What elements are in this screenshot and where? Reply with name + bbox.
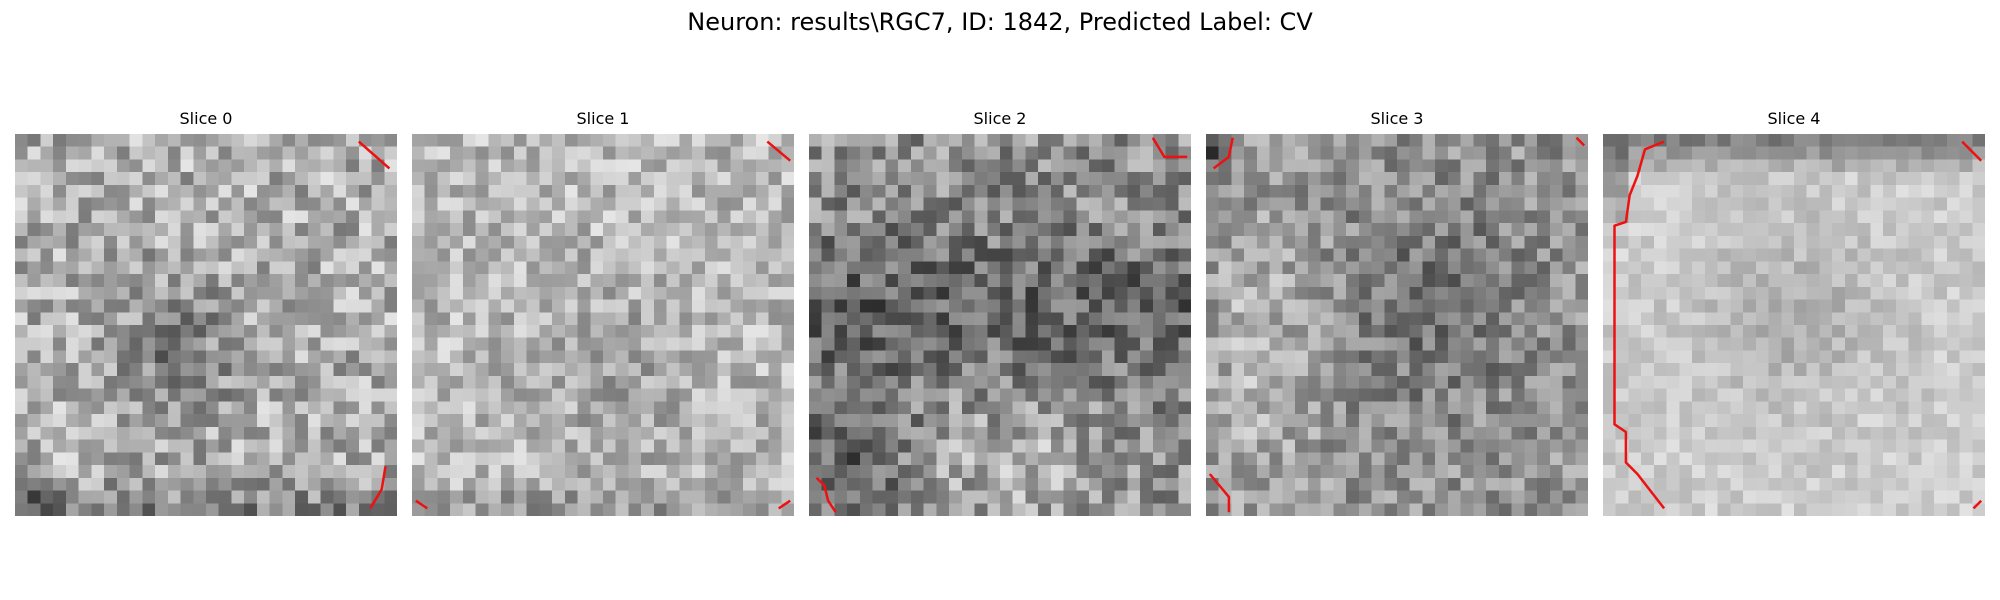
- contour-line: [1961, 140, 1983, 162]
- contour-line: [1575, 136, 1586, 147]
- slice-image-4: [1603, 134, 1985, 516]
- contour-line: [1151, 137, 1188, 159]
- pixel-grid: [1603, 134, 1985, 516]
- slice-title-3: Slice 3: [1370, 109, 1424, 128]
- contour-line: [1208, 473, 1231, 513]
- slice-image-3: [1206, 134, 1588, 516]
- contour-line: [369, 466, 387, 510]
- contour-line: [815, 476, 837, 513]
- contour-line: [1972, 499, 1983, 510]
- slice-panel-3: Slice 3: [1206, 108, 1588, 518]
- pixel-grid: [412, 134, 794, 516]
- slice-panel-4: Slice 4: [1603, 108, 1985, 518]
- pixel-grid: [1206, 134, 1588, 516]
- slice-title-1: Slice 1: [576, 109, 630, 128]
- slice-title-0: Slice 0: [179, 109, 233, 128]
- slice-panel-2: Slice 2: [809, 108, 1191, 518]
- contour-line: [1212, 137, 1234, 170]
- contour-line: [357, 140, 391, 170]
- contour-line: [1613, 140, 1666, 510]
- pixel-grid: [15, 134, 397, 516]
- figure-title: Neuron: results\RGC7, ID: 1842, Predicte…: [687, 8, 1313, 36]
- slice-title-4: Slice 4: [1767, 109, 1821, 128]
- slice-panel-0: Slice 0: [15, 108, 397, 518]
- contour-line: [778, 499, 791, 510]
- slice-panel-1: Slice 1: [412, 108, 794, 518]
- slice-title-2: Slice 2: [973, 109, 1027, 128]
- slice-image-1: [412, 134, 794, 516]
- slice-image-2: [809, 134, 1191, 516]
- contour-line: [415, 499, 428, 510]
- contour-line: [766, 140, 792, 162]
- slice-image-0: [15, 134, 397, 516]
- pixel-grid: [809, 134, 1191, 516]
